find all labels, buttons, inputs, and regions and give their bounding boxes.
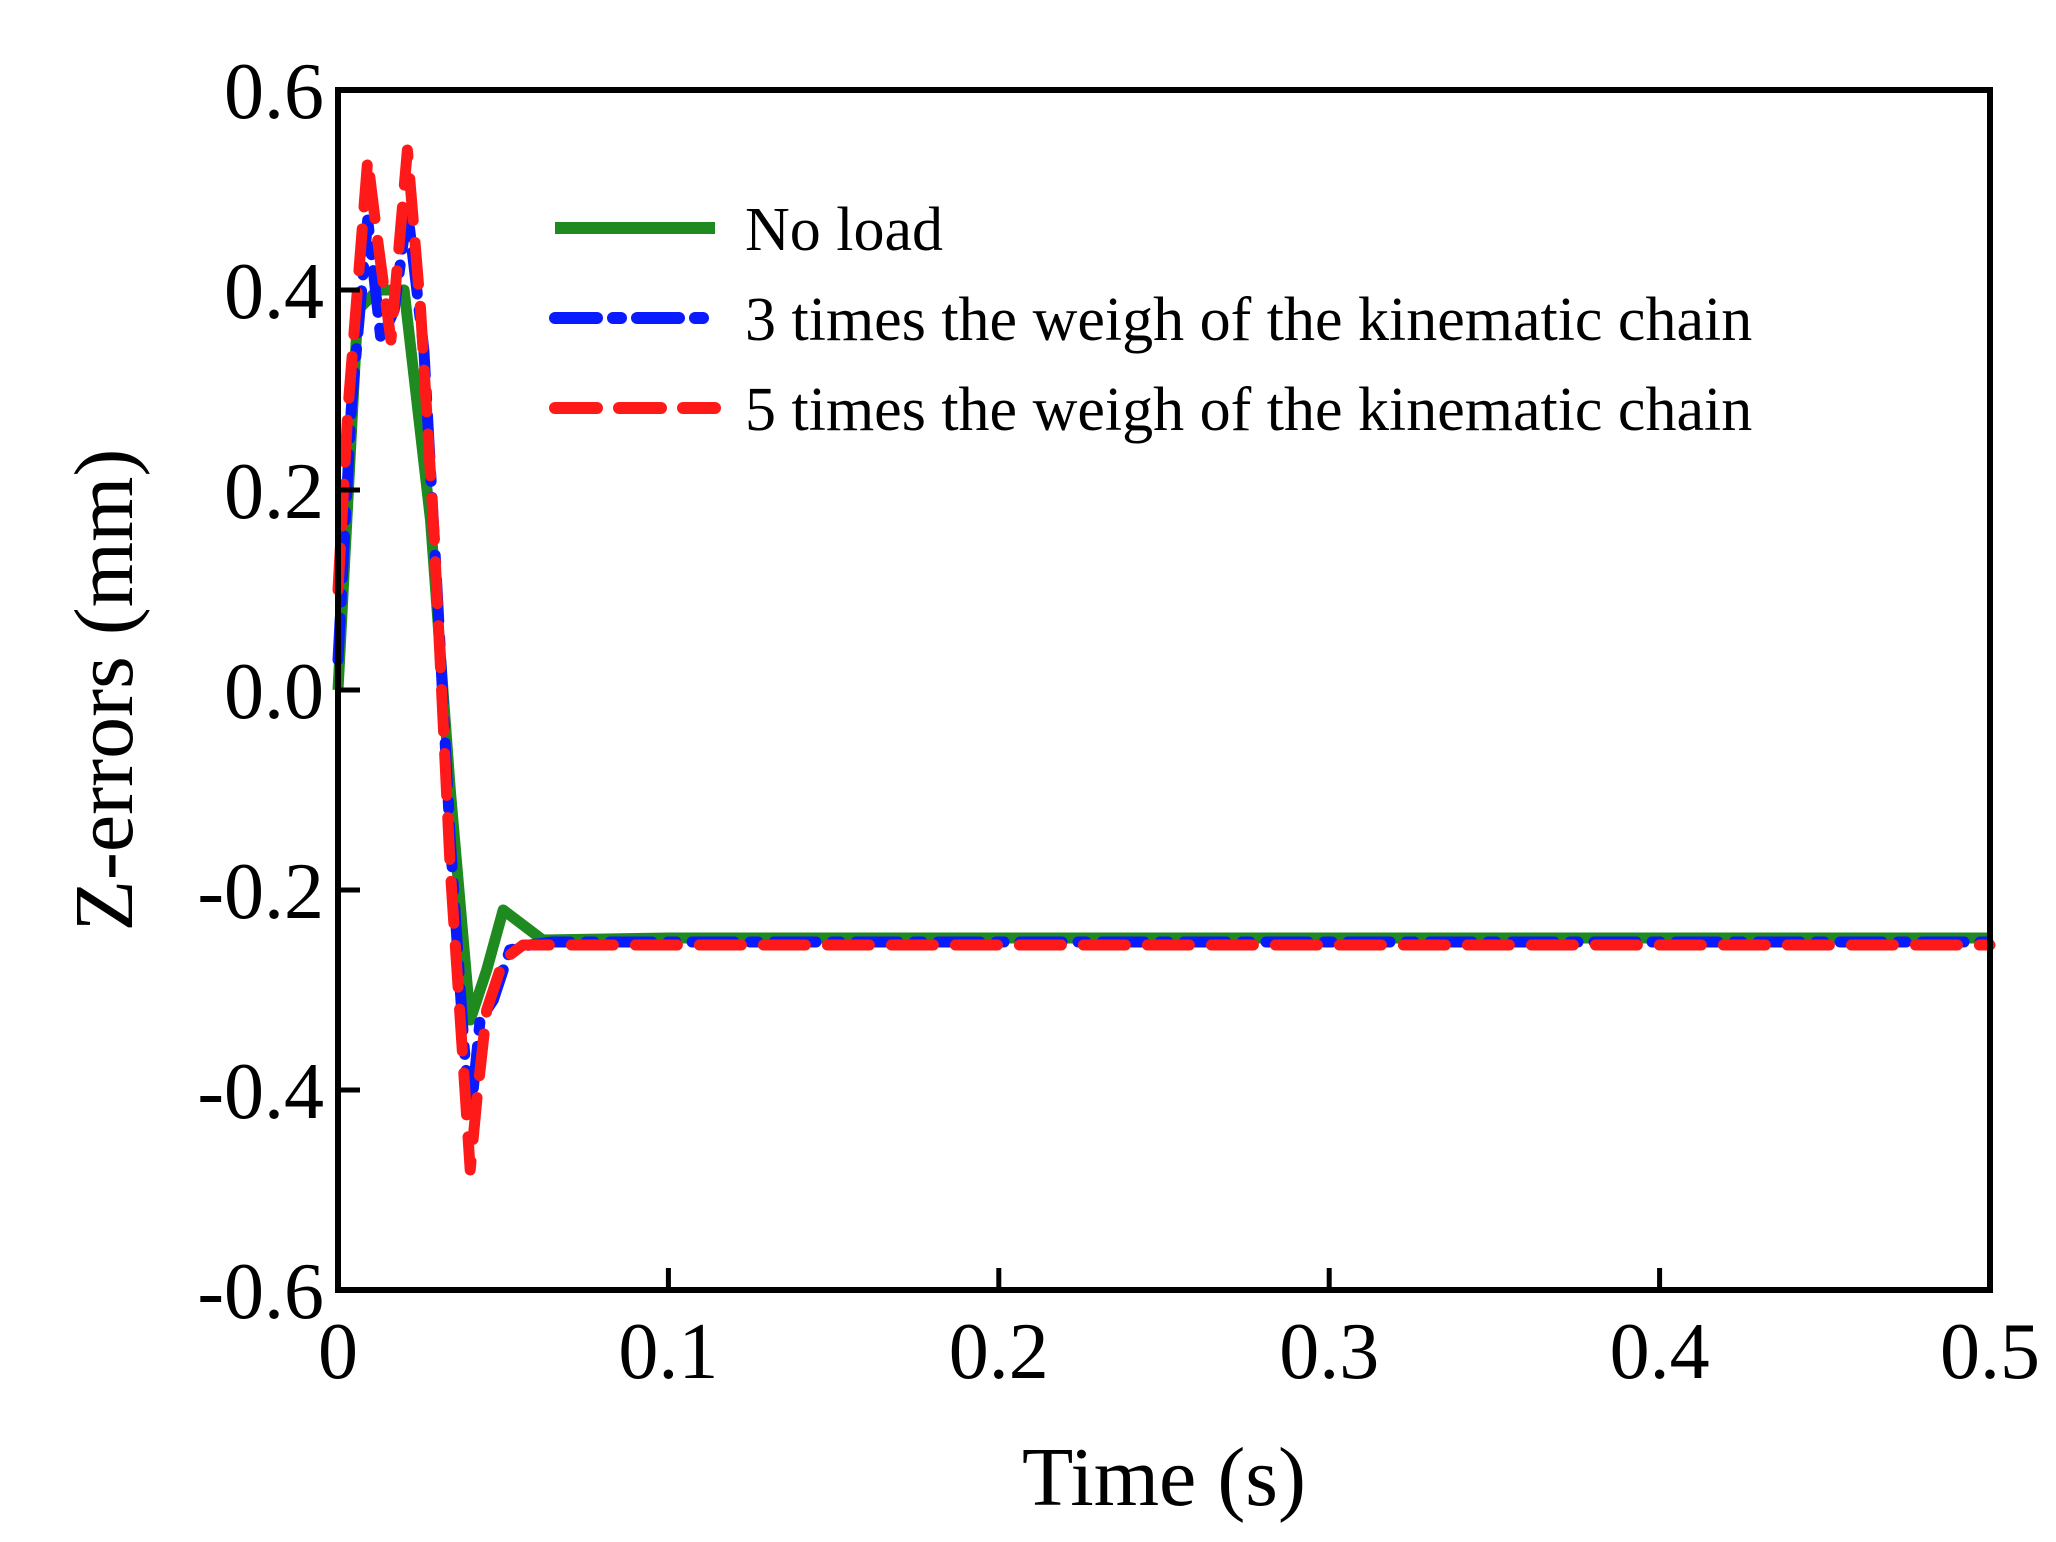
y-tick-label: 0.4 [224,248,324,336]
x-tick-label: 0 [318,1308,358,1396]
legend: No load 3 times the weigh of the kinemat… [549,196,1752,444]
y-tick-label: 0.0 [224,648,324,736]
series-line-5x-load [332,144,1996,1176]
y-tick-label: -0.4 [197,1048,324,1136]
x-tick-label: 0.2 [949,1308,1049,1396]
legend-label-no-load: No load [745,196,943,264]
y-tick-label: 0.2 [224,448,324,536]
series-layer [332,144,1996,1176]
y-tick-label: -0.6 [197,1248,324,1336]
x-tick-label: 0.3 [1279,1308,1379,1396]
x-tick-label: 0.5 [1940,1308,2040,1396]
legend-label-3x-load: 3 times the weigh of the kinematic chain [745,286,1752,354]
x-axis-label: Time (s) [1022,1431,1306,1524]
ticks-layer: 0 0.1 0.2 0.3 0.4 0.5 0.6 0.4 0.2 0.0 -0.2 -0.4 -0.6 [197,48,2040,1396]
x-tick-label: 0.1 [618,1308,718,1396]
legend-label-5x-load: 5 times the weigh of the kinematic chain [745,376,1752,444]
x-tick-label: 0.4 [1610,1308,1710,1396]
y-tick-label: 0.6 [224,48,324,136]
y-tick-label: -0.2 [197,848,324,936]
y-axis-label: Z-errors (mm) [58,449,151,932]
